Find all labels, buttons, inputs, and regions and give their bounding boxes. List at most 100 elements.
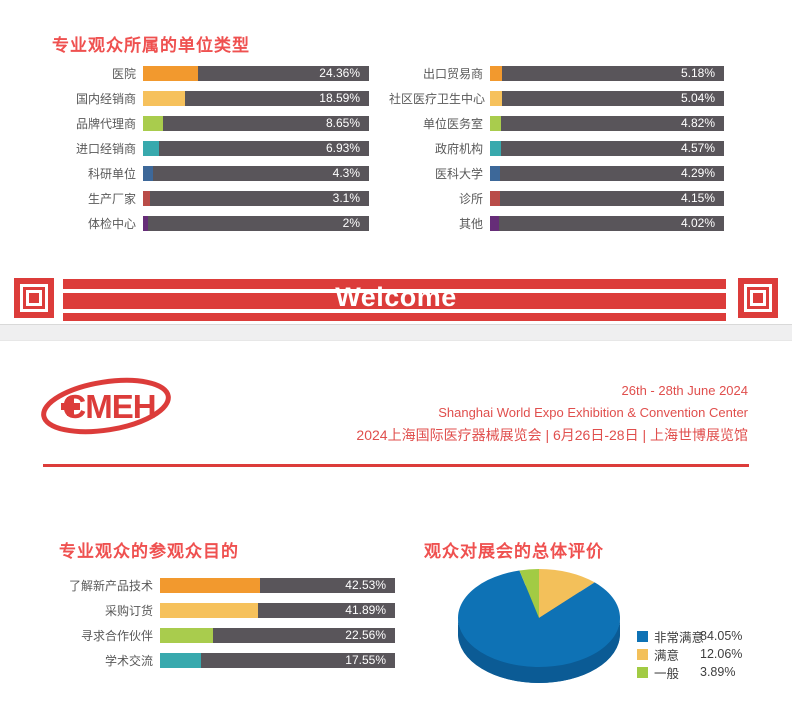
legend-value: 84.05%	[700, 629, 743, 643]
bar-segment	[143, 116, 163, 131]
bar-value: 2%	[342, 216, 360, 230]
bar-segment	[490, 166, 501, 181]
bar-segment	[143, 66, 199, 81]
square-ornament-icon	[738, 278, 778, 318]
bar-track: 5.04%	[490, 91, 724, 106]
bar-track: 6.93%	[143, 141, 369, 156]
bar-label: 体检中心	[87, 217, 136, 231]
bar-segment	[143, 141, 159, 156]
bar-segment	[490, 116, 502, 131]
bar-value: 4.3%	[332, 166, 360, 180]
bar-value: 41.89%	[345, 603, 386, 617]
bar-row: 了解新产品技术 42.53%	[57, 578, 395, 593]
legend-label: 满意	[654, 648, 680, 663]
bar-value: 4.02%	[680, 216, 715, 230]
banner-stripes	[63, 279, 726, 321]
bar-row: 其他 4.02%	[389, 216, 724, 231]
bar-label: 了解新产品技术	[68, 579, 153, 593]
bar-value: 4.15%	[680, 191, 715, 205]
bar-label: 单位医务室	[422, 117, 483, 131]
bar-value: 5.04%	[680, 91, 715, 105]
unit-type-chart-title: 专业观众所属的单位类型	[52, 36, 250, 55]
bar-label: 科研单位	[87, 167, 136, 181]
bar-value: 18.59%	[319, 91, 360, 105]
bar-track: 4.15%	[490, 191, 724, 206]
event-dates: 26th - 28th June 2024	[621, 383, 749, 398]
legend-swatch-icon	[637, 648, 648, 660]
event-title-cn: 2024上海国际医疗器械展览会 | 6月26日-28日 | 上海世博展览馆	[356, 427, 748, 443]
bar-row: 学术交流 17.55%	[57, 653, 395, 668]
banner-text: Welcome	[335, 282, 457, 312]
bar-label: 生产厂家	[87, 192, 136, 206]
bar-label: 医院	[111, 67, 136, 81]
bar-value: 3.1%	[332, 191, 360, 205]
bar-value: 4.82%	[680, 116, 715, 130]
bar-label: 品牌代理商	[75, 117, 136, 131]
bar-label: 进口经销商	[75, 142, 136, 156]
bar-segment	[160, 578, 260, 593]
bar-segment	[143, 191, 150, 206]
bar-track: 4.57%	[490, 141, 724, 156]
bar-value: 24.36%	[319, 66, 360, 80]
legend-swatch-icon	[637, 666, 648, 678]
bar-row: 生产厂家 3.1%	[53, 191, 369, 206]
bar-label: 政府机构	[434, 142, 483, 156]
bar-label: 医科大学	[434, 167, 483, 181]
bar-track: 4.3%	[143, 166, 369, 181]
bar-row: 寻求合作伙伴 22.56%	[57, 628, 395, 643]
purpose-chart: 了解新产品技术 42.53% 采购订货 41.89% 寻求合作伙伴 22.56% 学术交流 1…	[57, 578, 395, 678]
legend-label: 一般	[654, 666, 680, 681]
pie-legend: 非常满意 84.05% 满意 12.06% 一般 3.89%	[637, 627, 742, 681]
legend-item: 一般 3.89%	[637, 663, 742, 681]
bar-segment	[160, 653, 202, 668]
legend-swatch-icon	[637, 630, 648, 642]
bar-track: 41.89%	[160, 603, 395, 618]
bar-segment	[160, 628, 214, 643]
bar-row: 诊所 4.15%	[389, 191, 724, 206]
bar-row: 体检中心 2%	[53, 216, 369, 231]
bar-segment	[143, 216, 148, 231]
bar-row: 医科大学 4.29%	[389, 166, 724, 181]
bar-track: 4.29%	[490, 166, 724, 181]
bar-row: 出口贸易商 5.18%	[389, 66, 724, 81]
bar-segment	[143, 166, 153, 181]
divider-line	[43, 464, 749, 467]
logo-ellipse-icon	[41, 377, 171, 435]
bar-value: 5.18%	[680, 66, 715, 80]
bar-label: 国内经销商	[75, 92, 136, 106]
pie-slice	[539, 569, 595, 618]
bar-track: 17.55%	[160, 653, 395, 668]
bar-row: 进口经销商 6.93%	[53, 141, 369, 156]
bar-value: 4.57%	[680, 141, 715, 155]
event-venue: Shanghai World Expo Exhibition & Convent…	[438, 405, 748, 420]
cmeh-logo: CMEH	[41, 377, 171, 435]
bar-row: 单位医务室 4.82%	[389, 116, 724, 131]
bar-track: 2%	[143, 216, 369, 231]
bar-row: 医院 24.36%	[53, 66, 369, 81]
pie-slice	[519, 569, 539, 618]
bar-track: 42.53%	[160, 578, 395, 593]
bar-row: 政府机构 4.57%	[389, 141, 724, 156]
pie-slice	[458, 570, 621, 668]
bar-segment	[160, 603, 259, 618]
unit-type-chart-right-column: 出口贸易商 5.18% 社区医疗卫生中心 5.04% 单位医务室 4.82% 政府机构 4.5…	[389, 66, 724, 241]
legend-value: 3.89%	[700, 665, 736, 679]
legend-value: 12.06%	[700, 647, 743, 661]
pie-side	[458, 618, 620, 683]
bar-track: 22.56%	[160, 628, 395, 643]
medical-cross-icon	[61, 403, 80, 410]
legend-label: 非常满意	[654, 630, 705, 645]
legend-item: 满意 12.06%	[637, 645, 742, 663]
bar-segment	[490, 91, 502, 106]
bar-label: 其他	[458, 217, 483, 231]
bar-segment	[490, 66, 503, 81]
bar-value: 8.65%	[325, 116, 360, 130]
rating-chart-title: 观众对展会的总体评价	[424, 542, 604, 561]
bar-label: 寻求合作伙伴	[80, 629, 153, 643]
bar-label: 学术交流	[104, 654, 153, 668]
bar-value: 4.29%	[680, 166, 715, 180]
bar-row: 科研单位 4.3%	[53, 166, 369, 181]
welcome-banner: Welcome	[0, 278, 792, 322]
bar-row: 采购订货 41.89%	[57, 603, 395, 618]
